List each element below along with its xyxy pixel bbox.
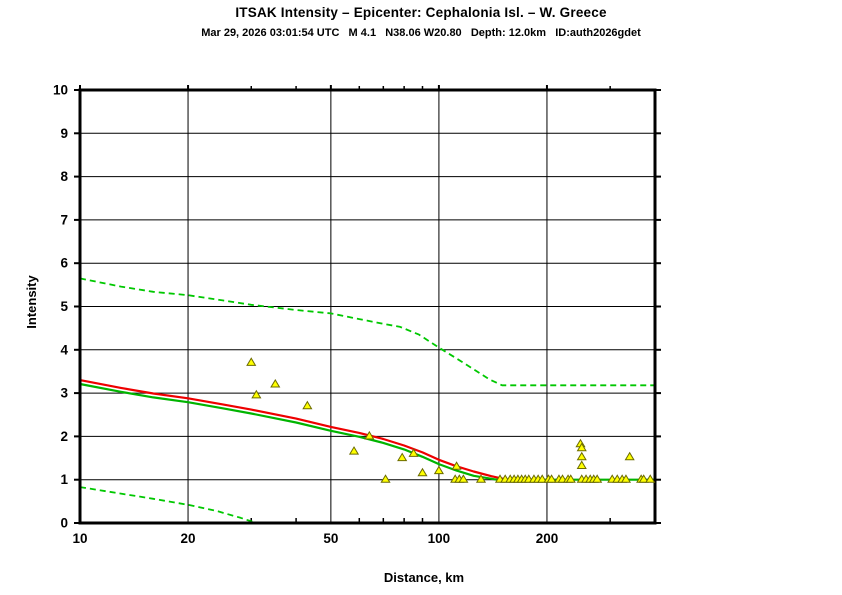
axis-ticks bbox=[74, 85, 661, 524]
observation-triangle-marker bbox=[576, 451, 587, 461]
x-tick-label: 100 bbox=[428, 531, 451, 546]
grid-lines bbox=[80, 90, 655, 523]
observation-triangle-marker bbox=[576, 460, 587, 469]
y-tick-label: 1 bbox=[60, 472, 68, 487]
chart-subtitle: Mar 29, 2026 03:01:54 UTC M 4.1 N38.06 W… bbox=[201, 27, 641, 39]
y-tick-label: 4 bbox=[60, 342, 68, 357]
y-tick-label: 5 bbox=[60, 299, 68, 314]
observation-triangle-marker bbox=[458, 474, 469, 483]
observation-triangle-marker bbox=[451, 461, 462, 470]
observation-triangle-marker bbox=[302, 400, 313, 410]
observation-triangle-marker bbox=[537, 474, 548, 483]
y-tick-label: 6 bbox=[60, 256, 68, 271]
observation-triangle-marker bbox=[546, 474, 557, 483]
chart-title: ITSAK Intensity – Epicenter: Cephalonia … bbox=[235, 5, 607, 20]
median-red-curve bbox=[79, 379, 508, 481]
y-tick-label: 3 bbox=[60, 386, 68, 401]
observation-triangle-marker bbox=[620, 474, 632, 483]
observation-triangle-marker bbox=[417, 467, 428, 477]
x-tick-label: 200 bbox=[536, 531, 559, 546]
x-tick-label: 20 bbox=[181, 531, 196, 546]
y-tick-label: 10 bbox=[53, 83, 68, 98]
observation-triangle-marker bbox=[592, 474, 603, 483]
observation-triangle-marker bbox=[397, 452, 408, 462]
intensity-observations bbox=[246, 357, 656, 483]
y-tick-label: 2 bbox=[60, 429, 68, 444]
observation-triangle-marker bbox=[364, 430, 375, 440]
observation-triangle-marker bbox=[348, 446, 360, 455]
x-tick-label: 10 bbox=[72, 531, 87, 546]
y-tick-label: 7 bbox=[60, 212, 68, 227]
upper-bound-curve bbox=[79, 277, 655, 387]
observation-triangle-marker bbox=[246, 357, 257, 366]
plot-frame bbox=[78, 88, 657, 525]
observation-triangle-marker bbox=[433, 465, 444, 475]
median-green-curve bbox=[79, 382, 655, 481]
observation-triangle-marker bbox=[380, 474, 391, 483]
x-axis-label: Distance, km bbox=[383, 570, 465, 585]
observation-triangle-marker bbox=[565, 474, 576, 483]
observation-triangle-marker bbox=[475, 474, 487, 483]
observation-triangle-marker bbox=[270, 378, 281, 388]
y-tick-labels: 0 1 2 3 4 5 6 7 8 9 10 bbox=[53, 83, 69, 531]
x-tick-label: 50 bbox=[323, 531, 338, 546]
observation-triangle-marker bbox=[251, 389, 262, 399]
lower-bound-curve bbox=[79, 486, 257, 524]
y-tick-label: 0 bbox=[60, 516, 68, 531]
y-tick-label: 8 bbox=[60, 169, 68, 184]
x-tick-labels: 10 20 50 100 200 bbox=[72, 531, 558, 546]
observation-triangle-marker bbox=[624, 451, 635, 461]
observation-triangle-marker bbox=[576, 442, 587, 452]
observation-triangle-marker bbox=[638, 474, 649, 483]
y-tick-label: 9 bbox=[60, 126, 68, 141]
observation-triangle-marker bbox=[408, 448, 419, 457]
observation-triangle-marker bbox=[645, 474, 656, 483]
